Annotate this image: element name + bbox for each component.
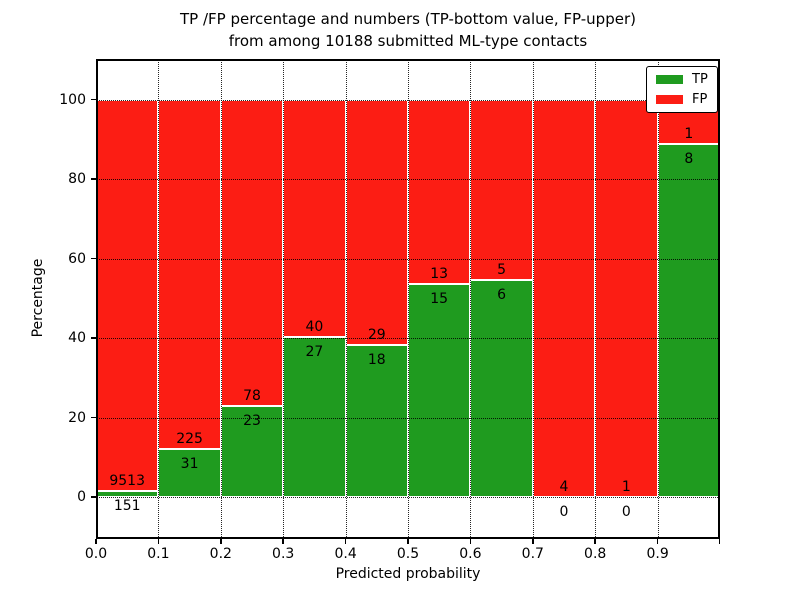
bar-fp-segment (470, 99, 533, 281)
fp-count-label: 29 (367, 326, 386, 343)
x-tick-label: 0.8 (584, 546, 607, 562)
x-tick-label: 0.4 (334, 546, 357, 562)
x-axis-tick (220, 539, 222, 544)
gridline-vertical (657, 59, 659, 539)
tp-count-label: 6 (497, 287, 507, 304)
x-tick-label: 0.7 (521, 546, 544, 562)
x-tick-label: 0.0 (84, 546, 108, 562)
y-tick-label: 80 (68, 171, 86, 187)
tp-count-label: 15 (430, 291, 449, 308)
bar-fp-segment (408, 99, 471, 285)
x-axis-tick (157, 539, 160, 544)
gridline-vertical (345, 59, 347, 539)
tp-count-label: 18 (367, 351, 386, 368)
gridline-vertical (283, 59, 285, 539)
gridline-vertical (595, 59, 597, 539)
x-axis-tick (532, 539, 534, 544)
x-axis-tick (718, 539, 720, 544)
x-axis-tick (344, 539, 347, 544)
bar-fp-segment (595, 99, 658, 497)
x-axis-tick (469, 539, 472, 544)
tp-count-label: 0 (559, 504, 569, 520)
x-axis-tick (282, 539, 284, 544)
tp-count-label: 151 (113, 497, 141, 514)
fp-count-label: 9513 (109, 472, 146, 489)
bar-tp-segment (657, 143, 720, 497)
y-axis-tick (91, 98, 96, 101)
x-tick-label: 0.9 (646, 546, 669, 562)
legend-swatch-fp (656, 95, 683, 104)
fp-count-label: 78 (243, 388, 261, 405)
gridline-vertical (408, 59, 409, 539)
fp-count-label: 1 (684, 125, 694, 142)
gridline-vertical (158, 59, 160, 539)
tp-count-label: 23 (243, 413, 261, 430)
x-axis-tick (95, 539, 97, 544)
bar-tp-segment (470, 280, 533, 497)
tp-count-label: 27 (305, 343, 324, 360)
bar-fp-segment (158, 99, 221, 449)
x-axis-label: Predicted probability (335, 566, 481, 582)
y-tick-label: 20 (68, 409, 86, 426)
y-tick-label: 100 (59, 91, 86, 108)
x-axis-tick (407, 539, 409, 544)
x-tick-label: 0.2 (209, 546, 232, 562)
y-axis-tick (91, 178, 96, 180)
bar-fp-segment (345, 99, 408, 345)
plot-area: 9513 151 225 31 78 23 40 27 29 18 13 15 5 6 4 0 1 0 1 8 (96, 59, 720, 539)
legend-row: TP (656, 73, 708, 86)
bar-tp-segment (158, 448, 221, 497)
fp-count-label: 5 (497, 262, 507, 279)
gridline-vertical (470, 59, 472, 539)
y-axis-tick (91, 337, 96, 339)
legend-row: FP (656, 93, 708, 106)
y-axis-tick (91, 416, 96, 419)
x-tick-label: 0.5 (396, 546, 420, 562)
fp-count-label: 40 (305, 318, 324, 335)
fp-count-label: 13 (430, 266, 449, 283)
x-axis-tick (656, 539, 659, 544)
y-tick-label: 0 (77, 489, 86, 505)
legend-label-fp: FP (692, 92, 708, 107)
y-axis-tick (91, 257, 96, 260)
legend-label-tp: TP (692, 72, 708, 87)
tp-count-label: 8 (684, 150, 694, 167)
tp-count-label: 0 (621, 504, 631, 520)
gridline-vertical (532, 59, 534, 539)
bar-fp-segment (96, 99, 159, 491)
fp-count-label: 4 (559, 479, 569, 495)
x-axis-tick (594, 539, 596, 544)
x-tick-label: 0.3 (272, 546, 295, 562)
bar-fp-segment (283, 99, 346, 337)
x-tick-label: 0.6 (459, 546, 482, 562)
y-axis-tick (91, 496, 96, 498)
fp-count-label: 225 (176, 430, 203, 447)
fp-count-label: 1 (621, 479, 631, 495)
bar-tp-segment (408, 284, 471, 497)
bar-tp-segment (283, 336, 346, 497)
chart-title: TP /FP percentage and numbers (TP-bottom… (96, 8, 720, 52)
legend: TP FP (646, 66, 718, 113)
bar-fp-segment (220, 99, 284, 407)
x-tick-label: 0.1 (147, 546, 170, 562)
bar-tp-segment (345, 344, 408, 497)
tp-count-label: 31 (180, 455, 199, 472)
chart-title-line2: from among 10188 submitted ML-type conta… (228, 32, 588, 50)
gridline-vertical (220, 59, 222, 539)
y-tick-label: 40 (68, 330, 86, 346)
bar-fp-segment (532, 99, 596, 497)
y-axis-label: Percentage (30, 258, 46, 338)
y-tick-label: 60 (68, 250, 86, 267)
chart-title-line1: TP /FP percentage and numbers (TP-bottom… (180, 10, 636, 28)
legend-swatch-tp (656, 75, 683, 84)
